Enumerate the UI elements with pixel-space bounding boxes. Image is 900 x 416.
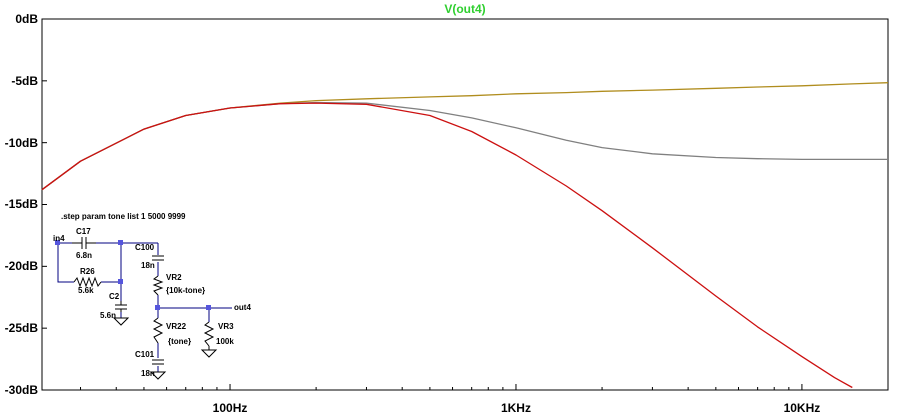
x-tick-label-10khz: 10KHz [784,401,821,415]
schematic-nodes [55,240,211,310]
label-vr22-name: VR22 [166,322,187,331]
y-tick-label-4: -20dB [5,259,39,273]
x-tick-marks [80,384,889,390]
label-c101-value: 18n [141,369,155,378]
spice-directive[interactable]: .step param tone list 1 5000 9999 [61,212,186,221]
label-c101-name: C101 [135,350,155,359]
plot-frame [41,18,889,391]
label-r26-value: 5.6k [78,286,94,295]
label-c100-value: 18n [141,261,155,270]
label-vr3-value: 100k [216,337,234,346]
label-vr3-name: VR3 [218,322,234,331]
label-c2-value: 5.6n [100,311,116,320]
label-vr2-name: VR2 [166,273,182,282]
trace-2[interactable] [41,102,853,389]
schematic-components [72,237,218,380]
label-c2-name: C2 [109,292,120,301]
chart-title[interactable]: V(out4) [444,2,485,16]
label-c17-name: C17 [76,227,91,236]
y-tick-label-6: -30dB [5,383,39,397]
y-tick-label-2: -10dB [5,136,39,150]
label-out4: out4 [234,303,251,312]
traces [41,82,889,389]
y-tick-label-1: -5dB [11,74,38,88]
y-tick-label-0: 0dB [15,12,38,26]
y-tick-label-5: -25dB [5,321,39,335]
y-tick-label-3: -15dB [5,197,39,211]
schematic: .step param tone list 1 5000 9999 [53,212,251,380]
label-r26-name: R26 [80,267,95,276]
label-vr2-value: {10k-tone} [166,286,205,295]
y-tick-marks [42,18,47,391]
label-c100-name: C100 [135,243,155,252]
label-vr22-value: {tone} [168,337,191,346]
label-c17-value: 6.8n [76,251,92,260]
x-tick-label-100hz: 100Hz [213,401,248,415]
x-tick-label-1khz: 1KHz [501,401,531,415]
label-in4: in4 [53,234,65,243]
